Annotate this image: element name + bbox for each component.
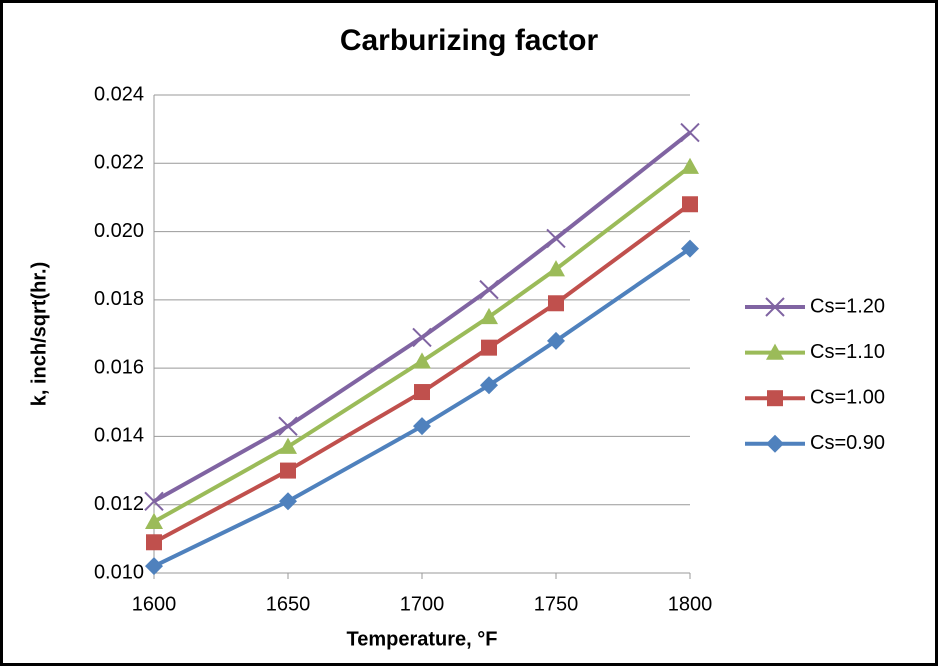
marker	[548, 295, 564, 312]
marker	[682, 196, 698, 213]
marker	[145, 557, 163, 576]
legend-label: Cs=1.10	[810, 341, 885, 363]
x-tick-label: 1800	[668, 593, 713, 615]
series-line	[153, 165, 692, 524]
marker	[279, 437, 297, 454]
legend-marker	[766, 343, 784, 360]
marker	[681, 157, 699, 174]
marker	[145, 512, 163, 529]
marker	[414, 384, 430, 401]
marker	[479, 279, 499, 300]
marker	[413, 417, 431, 436]
x-tick-label: 1600	[132, 593, 177, 615]
marker	[547, 260, 565, 277]
marker	[680, 122, 700, 143]
chart-title: Carburizing factor	[340, 24, 599, 57]
marker	[481, 339, 497, 356]
marker	[278, 416, 298, 436]
marker	[144, 491, 164, 512]
legend-marker	[766, 434, 784, 453]
y-tick-label: 0.010	[94, 561, 144, 583]
marker	[681, 239, 699, 258]
series-line	[153, 202, 692, 545]
marker	[146, 534, 162, 551]
x-tick-label: 1700	[400, 593, 445, 615]
x-axis-label: Temperature, °F	[347, 628, 498, 650]
x-tick-label: 1650	[266, 593, 311, 615]
legend-label: Cs=1.00	[810, 386, 885, 408]
legend-label: Cs=1.20	[810, 295, 885, 317]
marker	[412, 327, 432, 348]
x-tick-label: 1750	[534, 593, 579, 615]
y-tick-label: 0.012	[94, 493, 144, 515]
legend-label: Cs=0.90	[810, 432, 885, 454]
marker	[547, 331, 565, 350]
marker	[413, 352, 431, 369]
y-axis-label: k, inch/sqrt(hr.)	[28, 262, 50, 406]
marker	[279, 492, 297, 511]
marker	[480, 307, 498, 325]
marker	[546, 228, 566, 249]
series-line	[153, 130, 692, 504]
series-line	[153, 246, 692, 568]
y-tick-label: 0.018	[94, 288, 144, 310]
y-tick-label: 0.016	[94, 356, 144, 378]
legend-marker	[765, 297, 785, 317]
y-tick-label: 0.024	[94, 83, 144, 105]
marker	[480, 376, 498, 395]
y-tick-label: 0.020	[94, 220, 144, 242]
y-tick-label: 0.022	[94, 152, 144, 174]
y-tick-label: 0.014	[94, 425, 144, 447]
marker	[280, 462, 296, 479]
legend-marker	[767, 390, 783, 407]
